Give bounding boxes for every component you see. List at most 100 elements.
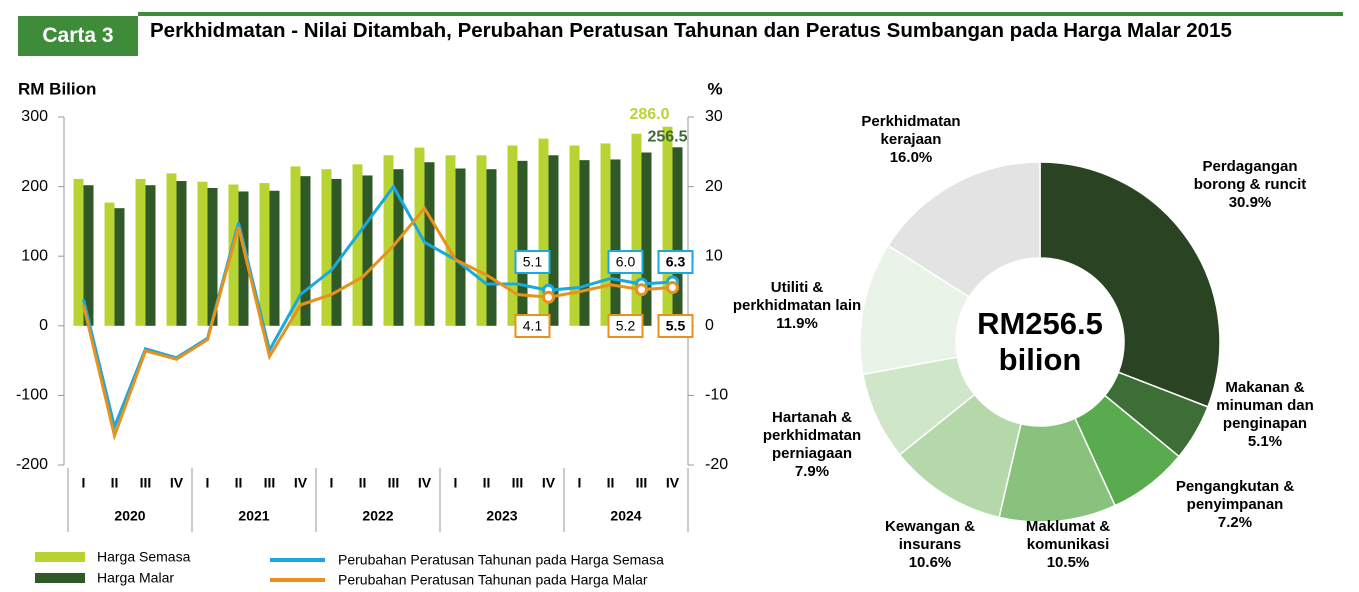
- slice-name: Kewangan & insurans: [884, 518, 975, 553]
- line-value-label: 5.1: [523, 254, 543, 270]
- header-rule: [138, 12, 1343, 16]
- bar: [197, 181, 208, 326]
- x-tick-label: III: [636, 475, 648, 491]
- x-group-label: 2024: [610, 508, 641, 524]
- slice-label: Makanan & minuman dan penginapan 5.1%: [1195, 379, 1335, 451]
- bar: [641, 152, 652, 326]
- x-tick-label: II: [235, 475, 243, 491]
- bar: [362, 175, 373, 326]
- slice-label: Pengangkutan & penyimpanan 7.2%: [1155, 478, 1315, 532]
- slice-label: Perkhidmatan kerajaan 16.0%: [841, 113, 981, 167]
- bar: [517, 160, 528, 326]
- x-group-label: 2022: [362, 508, 393, 524]
- legend-label: Perubahan Peratusan Tahunan pada Harga S…: [338, 552, 664, 568]
- x-tick-label: IV: [294, 475, 308, 491]
- value-label-box: [514, 314, 551, 338]
- bar: [135, 178, 146, 326]
- slice-name: Makanan & minuman dan penginapan: [1216, 379, 1314, 432]
- bar: [414, 147, 425, 326]
- bar: [259, 183, 270, 326]
- y2-tick-label: 20: [705, 178, 723, 195]
- bar: [538, 138, 549, 326]
- slice-value-label: 10.5%: [1046, 554, 1090, 571]
- bar: [600, 143, 611, 326]
- bar: [228, 184, 239, 326]
- line-marker: [635, 283, 648, 297]
- bar: [579, 160, 590, 326]
- line: [82, 205, 673, 441]
- x-tick-label: IV: [666, 475, 680, 491]
- slice-name: Hartanah & perkhidmatan perniagaan: [762, 409, 862, 462]
- y-axis-label: RM Bilion: [18, 79, 96, 98]
- y-tick-label: 100: [21, 247, 48, 264]
- chart-badge: Carta 3: [18, 16, 138, 56]
- bar: [114, 208, 125, 326]
- y-tick-label: -100: [16, 387, 48, 404]
- y-tick-label: 300: [21, 108, 48, 125]
- bar: [476, 155, 487, 326]
- value-label-box: [657, 250, 694, 274]
- slice-name: Perkhidmatan kerajaan: [861, 113, 961, 148]
- y-tick-label: 200: [21, 178, 48, 195]
- bar: [207, 187, 218, 326]
- bar-value-label: 256.5: [647, 128, 687, 145]
- line-value-label: 5.2: [616, 318, 636, 334]
- bar: [145, 185, 156, 326]
- x-tick-label: I: [206, 475, 210, 491]
- bar: [290, 166, 301, 326]
- slice-value-label: 7.9%: [794, 463, 830, 480]
- slice-label: Utiliti & perkhidmatan lain 11.9%: [727, 279, 867, 333]
- bar: [104, 202, 115, 326]
- slice-value-label: 16.0%: [889, 149, 933, 166]
- x-tick-label: III: [512, 475, 524, 491]
- slice-value-label: 5.1%: [1247, 433, 1283, 450]
- bar: [83, 185, 94, 326]
- bar: [238, 191, 249, 326]
- slice-label: Kewangan & insurans 10.6%: [860, 518, 1000, 572]
- value-label-box: [607, 250, 644, 274]
- line-value-label: 6.0: [616, 254, 636, 270]
- bar: [393, 169, 404, 326]
- slice-label: Maklumat & komunikasi 10.5%: [998, 518, 1138, 572]
- legend-swatch: [35, 552, 85, 562]
- line-marker: [542, 290, 555, 304]
- bar: [321, 169, 332, 326]
- y2-tick-label: 30: [705, 108, 723, 125]
- line-value-label: 6.3: [666, 254, 686, 270]
- bar: [631, 133, 642, 326]
- value-label-box: [514, 250, 551, 274]
- slice-value-label: 10.6%: [908, 554, 952, 571]
- slice-label: Perdagangan borong & runcit 30.9%: [1180, 158, 1320, 212]
- bar: [383, 155, 394, 326]
- slice-name: Maklumat & komunikasi: [1025, 518, 1111, 553]
- x-group-label: 2021: [238, 508, 269, 524]
- x-tick-label: I: [578, 475, 582, 491]
- y2-axis-label: %: [707, 79, 722, 98]
- bar: [176, 181, 187, 326]
- line-marker: [666, 281, 679, 295]
- value-label-box: [657, 314, 694, 338]
- legend-label: Harga Semasa: [97, 549, 191, 565]
- chart-title: Perkhidmatan - Nilai Ditambah, Perubahan…: [150, 19, 1232, 42]
- slice-name: Pengangkutan & penyimpanan: [1175, 478, 1295, 513]
- legend-swatch: [35, 573, 85, 583]
- bar: [455, 168, 466, 326]
- slice-value-label: 30.9%: [1228, 194, 1272, 211]
- bar: [73, 178, 84, 326]
- bar: [507, 145, 518, 326]
- line-value-label: 5.5: [666, 318, 686, 334]
- x-tick-label: III: [388, 475, 400, 491]
- slice-name: Perdagangan borong & runcit: [1193, 158, 1307, 193]
- donut-hole: [956, 258, 1124, 426]
- value-label-box: [607, 314, 644, 338]
- x-tick-label: IV: [542, 475, 556, 491]
- x-group-label: 2023: [486, 508, 517, 524]
- line-value-label: 4.1: [523, 318, 543, 334]
- legend-label: Perubahan Peratusan Tahunan pada Harga M…: [338, 572, 648, 588]
- donut-center-label: RM256.5 bilion: [977, 306, 1103, 377]
- bar: [331, 178, 342, 326]
- bar: [486, 169, 497, 326]
- bar: [166, 173, 177, 326]
